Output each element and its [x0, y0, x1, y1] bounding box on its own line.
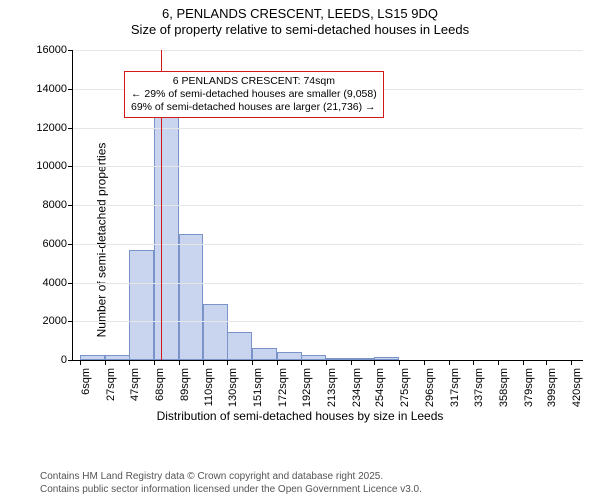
ytick-label: 14000: [36, 83, 73, 95]
gridline-horizontal: [73, 205, 583, 206]
xtick-mark: [546, 360, 547, 365]
xtick-mark: [498, 360, 499, 365]
annotation-line2: ← 29% of semi-detached houses are smalle…: [131, 88, 377, 101]
histogram-bar: [326, 358, 351, 360]
xtick-label: 130sqm: [227, 368, 239, 407]
xtick-label: 192sqm: [301, 368, 313, 407]
histogram-bar: [129, 250, 154, 360]
histogram-bar: [351, 358, 376, 360]
xtick-label: 358sqm: [498, 368, 510, 407]
ytick-label: 12000: [36, 122, 73, 134]
ytick-label: 0: [61, 354, 73, 366]
xtick-label: 337sqm: [473, 368, 485, 407]
histogram-bar: [105, 355, 130, 360]
histogram-bar: [277, 352, 302, 360]
xtick-label: 47sqm: [129, 368, 141, 401]
ytick-label: 8000: [43, 199, 73, 211]
gridline-horizontal: [73, 166, 583, 167]
xtick-label: 110sqm: [203, 368, 215, 406]
xtick-mark: [424, 360, 425, 365]
xtick-label: 420sqm: [571, 368, 583, 407]
chart-area: Number of semi-detached properties 02000…: [0, 42, 600, 437]
xtick-mark: [351, 360, 352, 365]
xtick-mark: [374, 360, 375, 365]
xtick-label: 172sqm: [277, 368, 289, 407]
ytick-label: 16000: [36, 44, 73, 56]
gridline-horizontal: [73, 283, 583, 284]
histogram-bar: [301, 355, 326, 360]
ytick-label: 6000: [43, 238, 73, 250]
histogram-bar: [252, 348, 277, 360]
footer-line2: Contains public sector information licen…: [40, 484, 422, 497]
xtick-mark: [80, 360, 81, 365]
xtick-label: 399sqm: [546, 368, 558, 407]
annotation-line3: 69% of semi-detached houses are larger (…: [131, 101, 377, 114]
xtick-mark: [129, 360, 130, 365]
xtick-mark: [523, 360, 524, 365]
xtick-mark: [571, 360, 572, 365]
histogram-bar: [203, 304, 228, 360]
chart-title-line1: 6, PENLANDS CRESCENT, LEEDS, LS15 9DQ: [0, 6, 600, 22]
plot-region: 02000400060008000100001200014000160006sq…: [72, 50, 583, 361]
xtick-label: 296sqm: [424, 368, 436, 407]
histogram-bar: [374, 357, 399, 360]
xtick-mark: [473, 360, 474, 365]
chart-title-line2: Size of property relative to semi-detach…: [0, 22, 600, 38]
xtick-mark: [105, 360, 106, 365]
gridline-horizontal: [73, 244, 583, 245]
histogram-bar: [227, 332, 252, 360]
xtick-mark: [154, 360, 155, 365]
xtick-mark: [179, 360, 180, 365]
xtick-label: 27sqm: [105, 368, 117, 401]
attribution-footer: Contains HM Land Registry data © Crown c…: [40, 471, 422, 496]
gridline-horizontal: [73, 50, 583, 51]
xtick-label: 254sqm: [374, 368, 386, 407]
gridline-horizontal: [73, 321, 583, 322]
xtick-label: 234sqm: [351, 368, 363, 407]
xtick-label: 151sqm: [252, 368, 264, 407]
annotation-box: 6 PENLANDS CRESCENT: 74sqm← 29% of semi-…: [124, 71, 384, 118]
histogram-bar: [179, 234, 204, 360]
xtick-label: 213sqm: [326, 368, 338, 407]
xtick-mark: [449, 360, 450, 365]
ytick-label: 4000: [43, 277, 73, 289]
xtick-mark: [399, 360, 400, 365]
xtick-label: 317sqm: [449, 368, 461, 407]
xtick-mark: [203, 360, 204, 365]
xtick-mark: [252, 360, 253, 365]
histogram-bar: [80, 355, 105, 360]
xtick-mark: [326, 360, 327, 365]
xtick-mark: [227, 360, 228, 365]
xtick-label: 379sqm: [523, 368, 535, 407]
xtick-label: 275sqm: [399, 368, 411, 407]
xtick-label: 68sqm: [154, 368, 166, 401]
xtick-mark: [277, 360, 278, 365]
xtick-label: 6sqm: [80, 368, 92, 395]
ytick-label: 10000: [36, 160, 73, 172]
footer-line1: Contains HM Land Registry data © Crown c…: [40, 471, 422, 484]
chart-title-block: 6, PENLANDS CRESCENT, LEEDS, LS15 9DQ Si…: [0, 0, 600, 39]
gridline-horizontal: [73, 128, 583, 129]
x-axis-label: Distribution of semi-detached houses by …: [0, 409, 600, 423]
annotation-line1: 6 PENLANDS CRESCENT: 74sqm: [131, 75, 377, 88]
xtick-label: 89sqm: [179, 368, 191, 401]
ytick-label: 2000: [43, 315, 73, 327]
xtick-mark: [301, 360, 302, 365]
